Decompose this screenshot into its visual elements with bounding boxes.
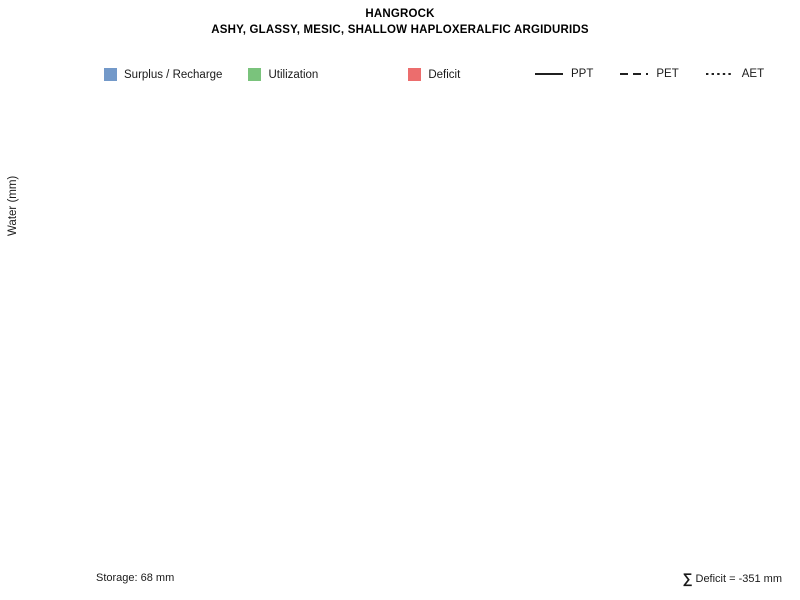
deficit-annotation-text: Deficit = -351 mm — [695, 573, 783, 585]
legend-item-ppt: PPT — [534, 68, 593, 80]
legend-item-aet: AET — [705, 68, 764, 80]
square-swatch-icon — [408, 68, 422, 81]
chart-legend: Surplus / Recharge Utilization Deficit P… — [0, 68, 800, 90]
legend-label-aet: AET — [741, 68, 765, 80]
legend-item-pet: PET — [619, 68, 679, 80]
solid-line-swatch-icon — [534, 68, 564, 80]
legend-line-group: PPT PET AET — [534, 68, 764, 80]
legend-label-utilization: Utilization — [268, 68, 319, 81]
sigma-icon: ∑ — [682, 570, 693, 586]
legend-label-pet: PET — [656, 68, 679, 80]
legend-label-deficit: Deficit — [428, 68, 461, 81]
legend-fill-group: Surplus / Recharge Utilization Deficit — [104, 68, 486, 81]
legend-label-surplus: Surplus / Recharge — [124, 68, 223, 81]
page-title: HANGROCK — [365, 8, 435, 20]
dotted-line-swatch-icon — [705, 68, 735, 80]
legend-label-ppt: PPT — [571, 68, 594, 80]
chart-title-block: HANGROCK ASHY, GLASSY, MESIC, SHALLOW HA… — [0, 6, 800, 38]
square-swatch-icon — [104, 68, 117, 81]
legend-item-surplus: Surplus / Recharge — [104, 68, 222, 81]
square-swatch-icon — [248, 68, 262, 81]
storage-annotation: Storage: 68 mm — [96, 572, 175, 584]
deficit-annotation: ∑ Deficit = -351 mm — [682, 570, 782, 586]
legend-item-utilization: Utilization — [248, 68, 318, 81]
dashed-line-swatch-icon — [619, 68, 649, 80]
legend-item-deficit: Deficit — [408, 68, 460, 81]
page-subtitle: ASHY, GLASSY, MESIC, SHALLOW HAPLOXERALF… — [211, 24, 589, 36]
